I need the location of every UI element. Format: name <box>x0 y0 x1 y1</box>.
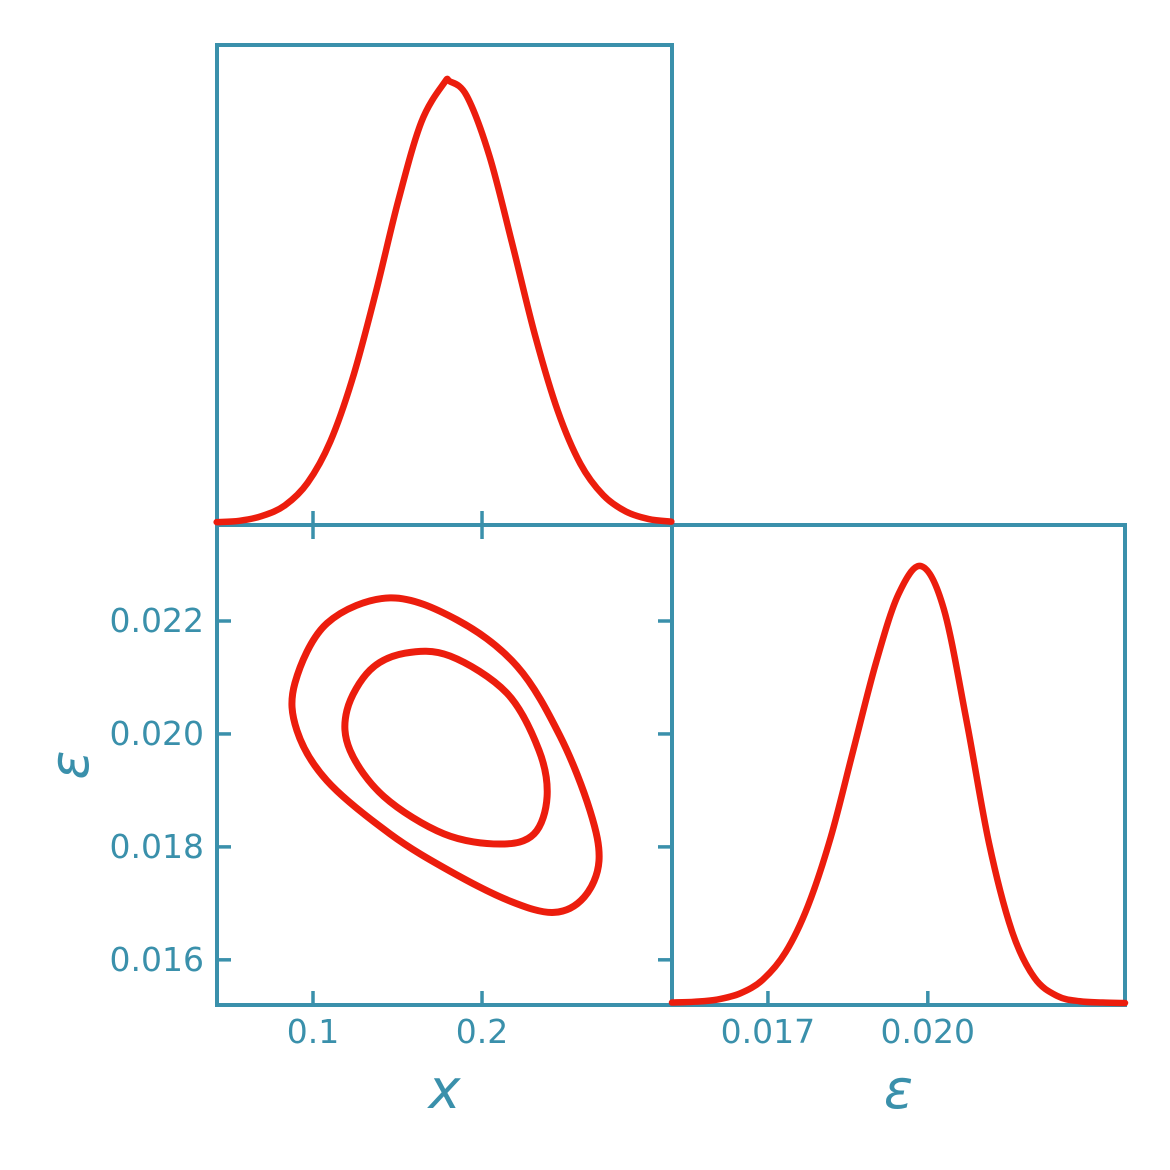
epsilon-xtick-label: 0.020 <box>880 1012 976 1051</box>
joint-ytick-label: 0.016 <box>109 939 204 979</box>
joint-ytick-label: 0.022 <box>109 601 204 640</box>
joint-xtick-label: 0.2 <box>455 1012 509 1051</box>
joint-panel-border <box>215 523 674 1007</box>
x-marginal-panel-border <box>215 43 674 527</box>
x-marginal-curve <box>213 75 675 526</box>
outer-contour-95 <box>288 594 603 916</box>
epsilon-marginal-panel-border <box>670 523 1127 1007</box>
epsilon-marginal-curve <box>668 562 1129 1007</box>
joint-ytick-label: 0.018 <box>109 826 204 866</box>
joint-xtick-label: 0.1 <box>286 1012 340 1051</box>
joint-ytick-label: 0.020 <box>109 713 204 753</box>
epsilon-axis-label: ε <box>883 1058 914 1121</box>
epsilon-xtick-label: 0.017 <box>720 1012 816 1051</box>
inner-contour-68 <box>341 647 551 848</box>
x-axis-label: x <box>428 1058 461 1121</box>
